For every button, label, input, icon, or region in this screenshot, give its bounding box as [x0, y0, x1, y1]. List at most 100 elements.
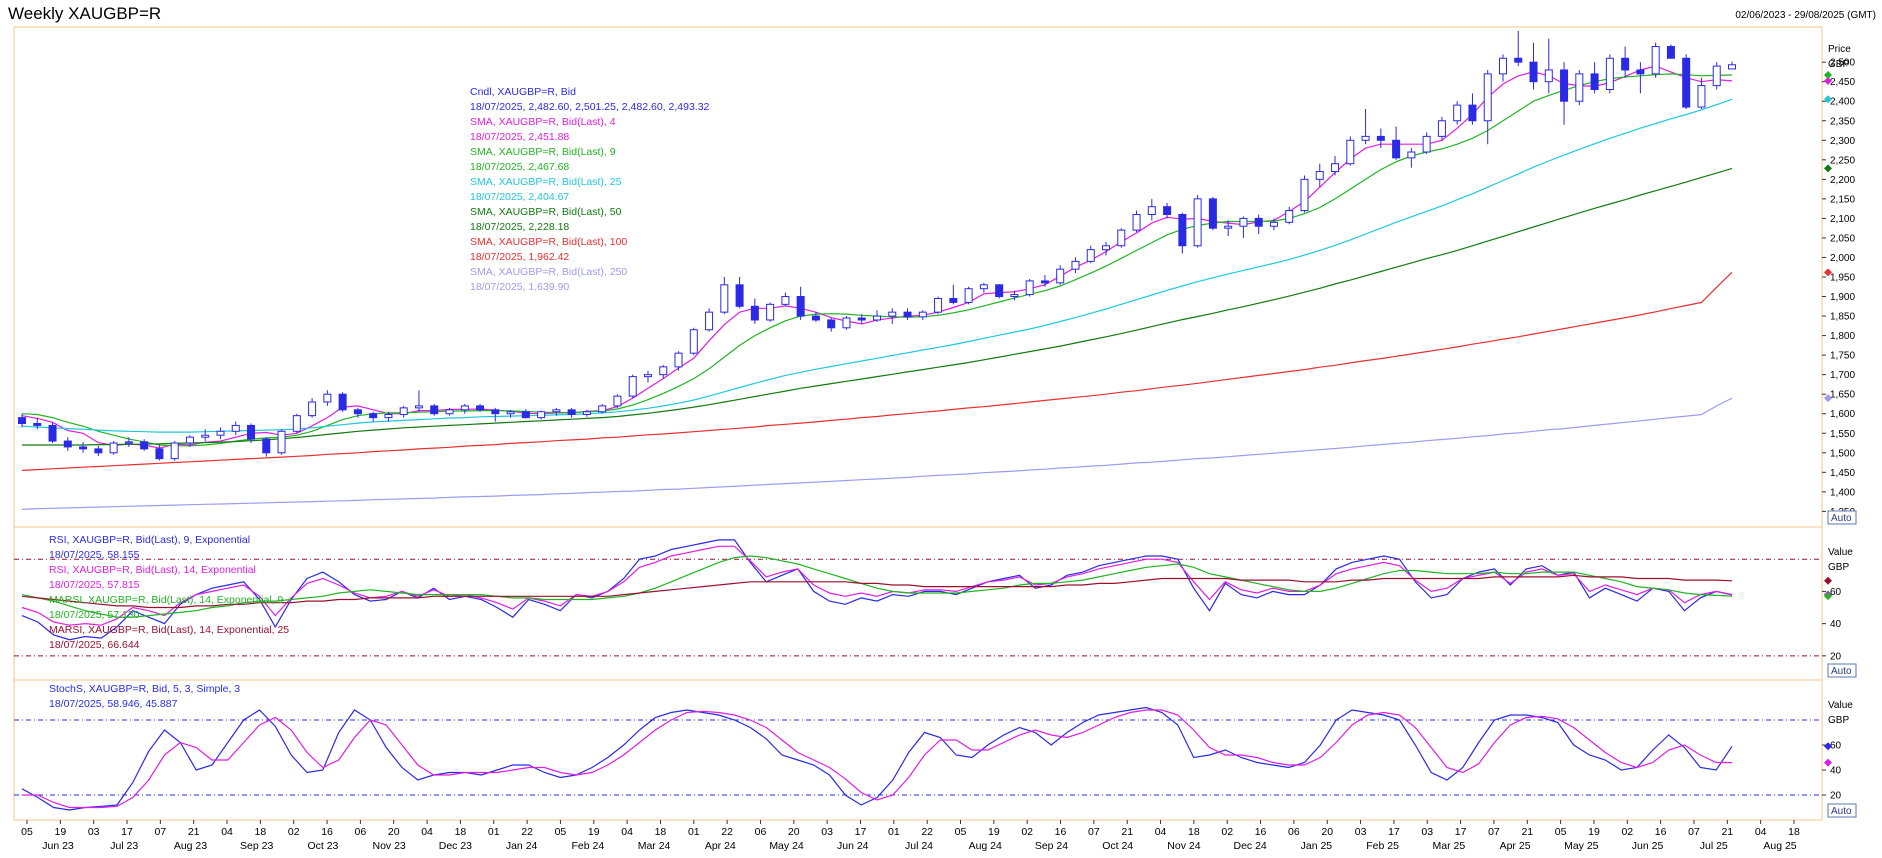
y-tick-label: 1,600 [1830, 409, 1855, 420]
candle-body [1697, 85, 1706, 108]
x-day-label: 02 [1621, 826, 1633, 838]
candle [888, 308, 897, 324]
candle [262, 437, 271, 457]
x-month-label: Jan 25 [1301, 840, 1333, 852]
candle-body [1086, 249, 1095, 262]
x-day-label: 06 [755, 826, 767, 838]
x-day-label: 02 [1221, 826, 1233, 838]
y-tick-label: 1,400 [1830, 487, 1855, 498]
auto-scale-box [1827, 803, 1857, 818]
x-day-label: 21 [1521, 826, 1533, 838]
candle [781, 292, 790, 307]
candle-body [1102, 245, 1111, 251]
candle-body [613, 395, 622, 407]
candle-body [262, 438, 271, 454]
x-day-label: 03 [1355, 826, 1367, 838]
candle-body [1163, 206, 1172, 215]
candle-body [735, 284, 744, 307]
y-tick-label: 2,200 [1830, 175, 1855, 186]
candle [689, 327, 698, 356]
x-day-label: 01 [688, 826, 700, 838]
legend-value-stoch_k: 18/07/2025, 58.946, 45.887 [49, 698, 178, 710]
x-day-label: 22 [721, 826, 733, 838]
candle-body [414, 405, 423, 409]
legend-label-sma50: SMA, XAUGBP=R, Bid(Last), 50 [470, 206, 622, 218]
candle-body [1254, 217, 1263, 227]
y-tick-label: 20 [1830, 791, 1842, 802]
x-day-label: 17 [1455, 826, 1467, 838]
candle-body [216, 430, 225, 436]
x-day-label: 05 [955, 826, 967, 838]
auto-scale-box [1827, 663, 1857, 678]
candle [949, 284, 958, 305]
series-line-stoch_k [21, 706, 1733, 811]
x-day-label: 07 [1688, 826, 1700, 838]
candle [1666, 44, 1675, 59]
x-day-label: 01 [888, 826, 900, 838]
candle-body [506, 411, 515, 415]
candle-body [628, 376, 637, 397]
candle [1163, 202, 1172, 219]
y-tick-label: 60 [1830, 741, 1842, 752]
candle [460, 403, 469, 414]
x-day-label: 06 [1288, 826, 1300, 838]
y-tick-label: 2,500 [1830, 58, 1855, 69]
candle [1056, 265, 1065, 285]
candle [1712, 62, 1721, 90]
legend-value-marsi9: 18/07/2025, 57.130 [49, 609, 140, 621]
last-value-marker-sma4 [1824, 76, 1832, 85]
candle [873, 310, 881, 322]
y-tick-label: 1,950 [1830, 273, 1855, 284]
x-month-label: Apr 24 [705, 840, 736, 852]
x-month-label: Feb 24 [571, 840, 604, 852]
x-month-label: Oct 24 [1102, 840, 1133, 852]
legend-value-rsi9: 18/07/2025, 58.155 [49, 549, 140, 561]
candle [109, 441, 118, 455]
candle-body [1621, 57, 1630, 71]
candle-body [308, 401, 317, 417]
candle-body [995, 284, 1004, 298]
candle [170, 441, 179, 461]
candle [674, 351, 683, 371]
candle [1544, 38, 1553, 94]
candle-body [552, 409, 561, 413]
candle [201, 429, 210, 442]
legend-value-sma9: 18/07/2025, 2,467.68 [470, 161, 569, 173]
y-tick-label: 2,350 [1830, 116, 1855, 127]
candle-body [873, 315, 881, 321]
candle-body [1178, 214, 1187, 247]
candle [399, 405, 408, 418]
legend-label-marsi25: MARSI, XAUGBP=R, Bid(Last), 14, Exponent… [49, 624, 289, 636]
candle-body [1422, 135, 1431, 153]
x-month-label: Jan 24 [506, 840, 538, 852]
legend-value-sma100: 18/07/2025, 1,962.42 [470, 251, 569, 263]
auto-scale-label: Auto [1831, 513, 1852, 524]
candle-body [124, 441, 133, 444]
plot-frame [13, 26, 1823, 821]
y-tick-label: 1,800 [1830, 331, 1855, 342]
candle [1575, 69, 1584, 106]
candle-body [185, 436, 194, 444]
candle-body [1728, 64, 1736, 70]
candle-body [1666, 46, 1675, 59]
candle [1376, 128, 1385, 149]
chart-title: Weekly XAUGBP=R [8, 4, 162, 23]
candle [1437, 116, 1446, 141]
candle-body [1453, 104, 1462, 122]
auto-scale-label: Auto [1831, 806, 1852, 817]
x-day-label: 04 [221, 826, 233, 838]
x-month-label: Jun 25 [1632, 840, 1664, 852]
candle-body [1468, 104, 1477, 122]
candle [476, 403, 485, 412]
candle-body [1346, 139, 1355, 165]
x-day-label: 03 [88, 826, 100, 838]
candle-body [720, 284, 729, 313]
candle [1728, 61, 1736, 70]
candle-body [1132, 214, 1141, 231]
y-tick-label: 1,650 [1830, 390, 1855, 401]
x-day-label: 05 [1555, 826, 1567, 838]
candle-body [1071, 260, 1080, 270]
candle-body [979, 284, 988, 290]
y-tick-label: 2,050 [1830, 233, 1855, 244]
